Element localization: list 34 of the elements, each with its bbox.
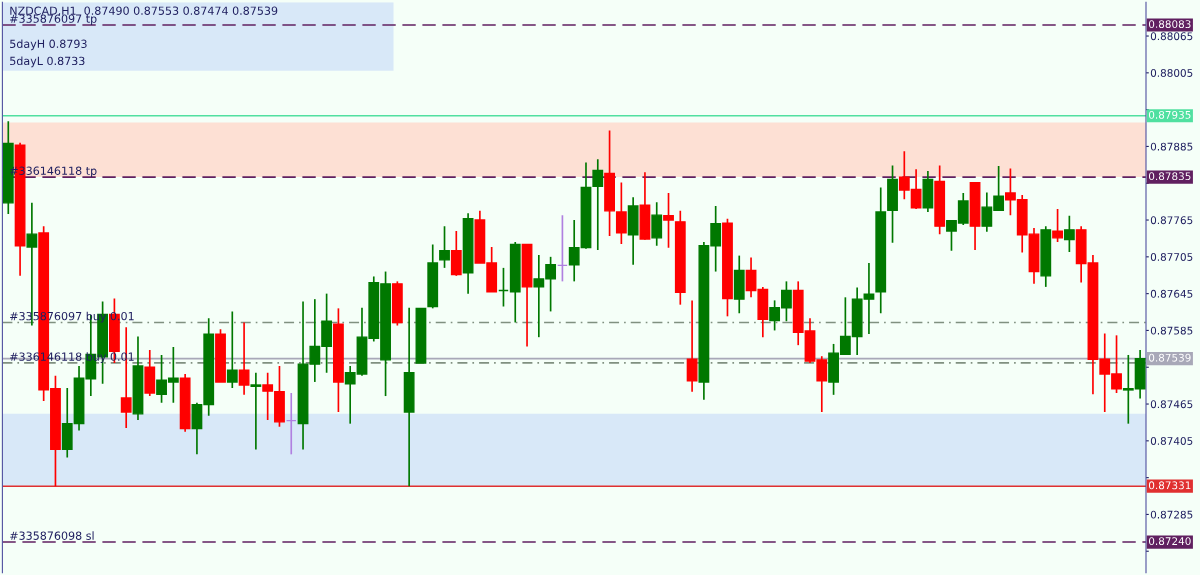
annotation: #335876097 tp (10, 14, 97, 25)
candlestick (238, 321, 250, 396)
ref-line-label: 0.87331 (1148, 481, 1191, 490)
annotation: 5dayH 0.8793 (10, 39, 87, 51)
candlestick (651, 201, 663, 247)
y-tick-label: 0.87585 (1150, 326, 1193, 335)
y-tick-label: 0.87645 (1150, 289, 1193, 298)
candlestick (556, 214, 568, 283)
y-tick-label: 0.88065 (1150, 32, 1193, 41)
candlestick (663, 192, 674, 249)
candlestick (285, 392, 297, 456)
annotation: #335876098 sl (10, 531, 94, 540)
candlestick (439, 225, 450, 269)
candlestick (498, 267, 509, 308)
candlestick (686, 299, 698, 393)
annotation: 5dayL 0.8733 (10, 56, 85, 68)
candlestick (1052, 208, 1063, 243)
ref-line-label: 0.88083 (1148, 20, 1191, 29)
y-tick-label: 0.87885 (1150, 142, 1193, 151)
ref-line-label: 0.87539 (1148, 353, 1191, 362)
y-tick-label: 0.87705 (1150, 253, 1193, 261)
ref-line-label: 0.87935 (1148, 110, 1191, 119)
candlestick (226, 310, 238, 389)
candlestick (1063, 214, 1075, 253)
ref-line-label: 0.87240 (1148, 537, 1191, 546)
candlestick (450, 230, 462, 277)
y-tick-label: 0.87465 (1150, 400, 1193, 409)
y-tick-label: 0.88005 (1150, 69, 1193, 77)
y-tick-label: 0.87765 (1150, 216, 1193, 225)
ref-line-label: 0.87835 (1148, 172, 1191, 181)
y-tick-label: 0.87405 (1150, 437, 1193, 445)
candlestick (250, 371, 262, 451)
y-tick-label: 0.87285 (1150, 510, 1193, 519)
candlestick (592, 158, 604, 251)
